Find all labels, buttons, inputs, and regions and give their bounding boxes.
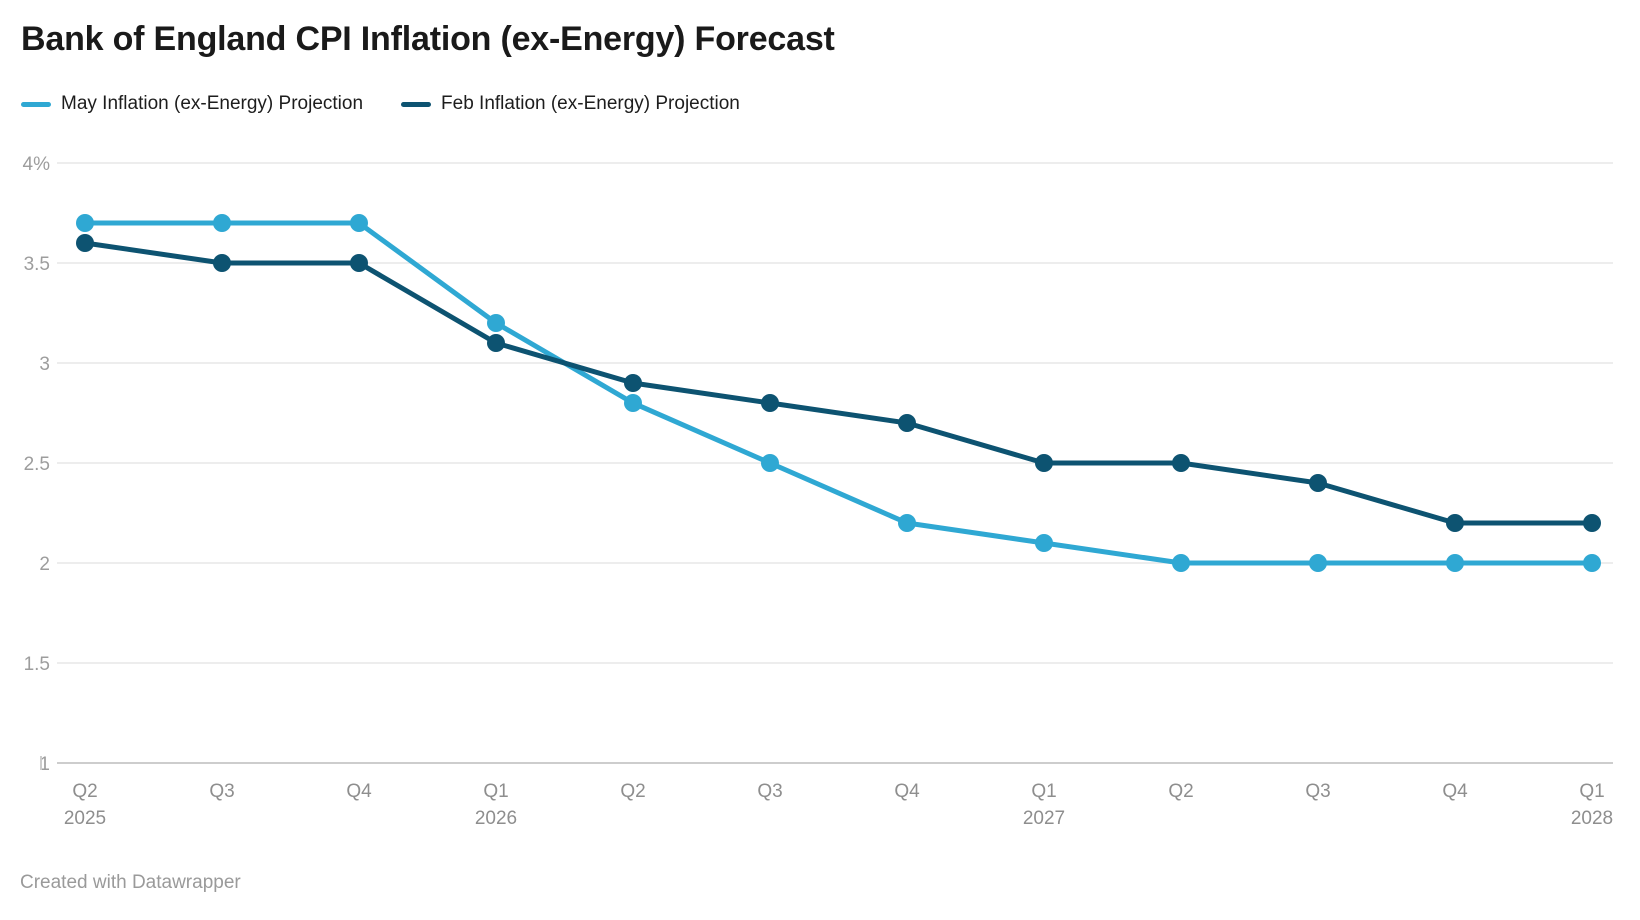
legend-item-feb: Feb Inflation (ex-Energy) Projection [401, 93, 740, 115]
x-tick-label: Q1 [1579, 781, 1604, 802]
data-point-may[interactable] [624, 394, 642, 412]
x-tick-label: Q2 [1168, 781, 1193, 802]
legend-swatch-icon [21, 101, 51, 107]
y-tick-label: 2 [39, 554, 50, 575]
x-tick-year-label: 2028 [1571, 808, 1613, 829]
legend-swatch-icon [401, 101, 432, 107]
x-tick-label: Q1 [1031, 781, 1056, 802]
data-point-may[interactable] [1172, 554, 1190, 572]
data-point-feb[interactable] [487, 334, 505, 352]
series-line-feb [82, 240, 1595, 526]
data-point-may[interactable] [213, 214, 231, 232]
data-point-may[interactable] [898, 514, 916, 532]
data-point-may[interactable] [76, 214, 94, 232]
data-point-may[interactable] [1583, 554, 1601, 572]
x-tick-label: Q2 [72, 781, 97, 802]
x-tick-label: Q3 [209, 781, 234, 802]
x-tick-label: Q3 [757, 781, 782, 802]
data-point-feb[interactable] [1309, 474, 1327, 492]
y-tick-label: 1.5 [24, 654, 50, 675]
data-point-may[interactable] [350, 214, 368, 232]
data-point-feb[interactable] [1446, 514, 1464, 532]
data-point-feb[interactable] [1035, 454, 1053, 472]
legend: May Inflation (ex-Energy) Projection Feb … [21, 93, 740, 115]
attribution-footer: Created with Datawrapper [20, 872, 241, 893]
legend-label: May Inflation (ex-Energy) Projection [61, 93, 364, 114]
legend-label: Feb Inflation (ex-Energy) Projection [441, 93, 740, 114]
data-point-may[interactable] [1035, 534, 1053, 552]
x-tick-label: Q1 [483, 781, 508, 802]
y-tick-label: 3.5 [24, 254, 50, 275]
y-tick-label: 4% [23, 154, 51, 175]
data-point-may[interactable] [1309, 554, 1327, 572]
x-tick-label: Q4 [894, 781, 920, 802]
data-point-feb[interactable] [1172, 454, 1190, 472]
y-tick-label: 1 [39, 754, 50, 775]
legend-item-may: May Inflation (ex-Energy) Projection [21, 93, 363, 115]
x-tick-year-label: 2026 [475, 808, 517, 829]
x-tick-label: Q3 [1305, 781, 1330, 802]
data-point-feb[interactable] [1583, 514, 1601, 532]
data-point-feb[interactable] [350, 254, 368, 272]
y-tick-label: 2.5 [24, 454, 50, 475]
x-tick-year-label: 2027 [1023, 808, 1065, 829]
x-tick-label: Q2 [620, 781, 645, 802]
y-tick-label: 3 [39, 354, 50, 375]
series-line-may [82, 220, 1595, 566]
data-point-may[interactable] [487, 314, 505, 332]
data-point-feb[interactable] [624, 374, 642, 392]
data-point-feb[interactable] [898, 414, 916, 432]
x-tick-label: Q4 [1442, 781, 1468, 802]
data-point-feb[interactable] [213, 254, 231, 272]
data-point-may[interactable] [761, 454, 779, 472]
data-point-feb[interactable] [76, 234, 94, 252]
x-tick-year-label: 2025 [64, 808, 106, 829]
x-tick-label: Q4 [346, 781, 372, 802]
page-title: Bank of England CPI Inflation (ex-Energy… [21, 20, 835, 58]
data-point-feb[interactable] [761, 394, 779, 412]
data-point-may[interactable] [1446, 554, 1464, 572]
